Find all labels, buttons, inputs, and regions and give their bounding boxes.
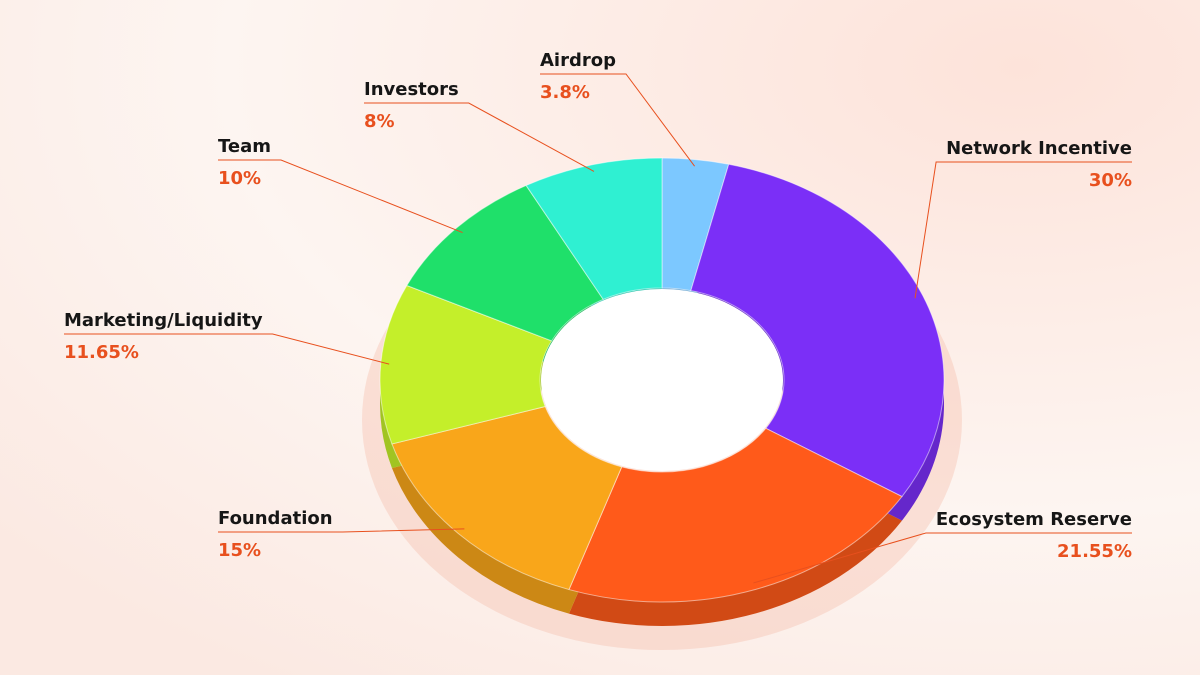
slice <box>568 427 903 603</box>
label-name: Investors <box>364 79 459 100</box>
label-value: 3.8% <box>540 82 590 103</box>
slice <box>525 157 663 300</box>
label-value: 11.65% <box>64 342 139 363</box>
slice <box>391 405 623 591</box>
label-value: 30% <box>1089 170 1132 191</box>
label-name: Marketing/Liquidity <box>64 310 263 331</box>
label-value: 21.55% <box>1057 541 1132 562</box>
label-name: Foundation <box>218 508 333 529</box>
leader-line <box>218 159 463 234</box>
slice <box>379 284 553 445</box>
label-name: Network Incentive <box>946 138 1132 159</box>
label-value: 10% <box>218 168 261 189</box>
leader-line <box>753 532 1132 584</box>
label-name: Ecosystem Reserve <box>936 509 1132 530</box>
label-value: 15% <box>218 540 261 561</box>
leader-line <box>64 333 390 365</box>
leader-line <box>218 528 465 533</box>
leader-line <box>914 161 1132 299</box>
slice <box>690 163 945 498</box>
leader-line <box>364 102 595 172</box>
label-name: Airdrop <box>540 50 616 71</box>
label-name: Team <box>218 136 271 157</box>
leader-line <box>540 73 695 167</box>
label-value: 8% <box>364 111 395 132</box>
donut-hole <box>541 289 783 471</box>
